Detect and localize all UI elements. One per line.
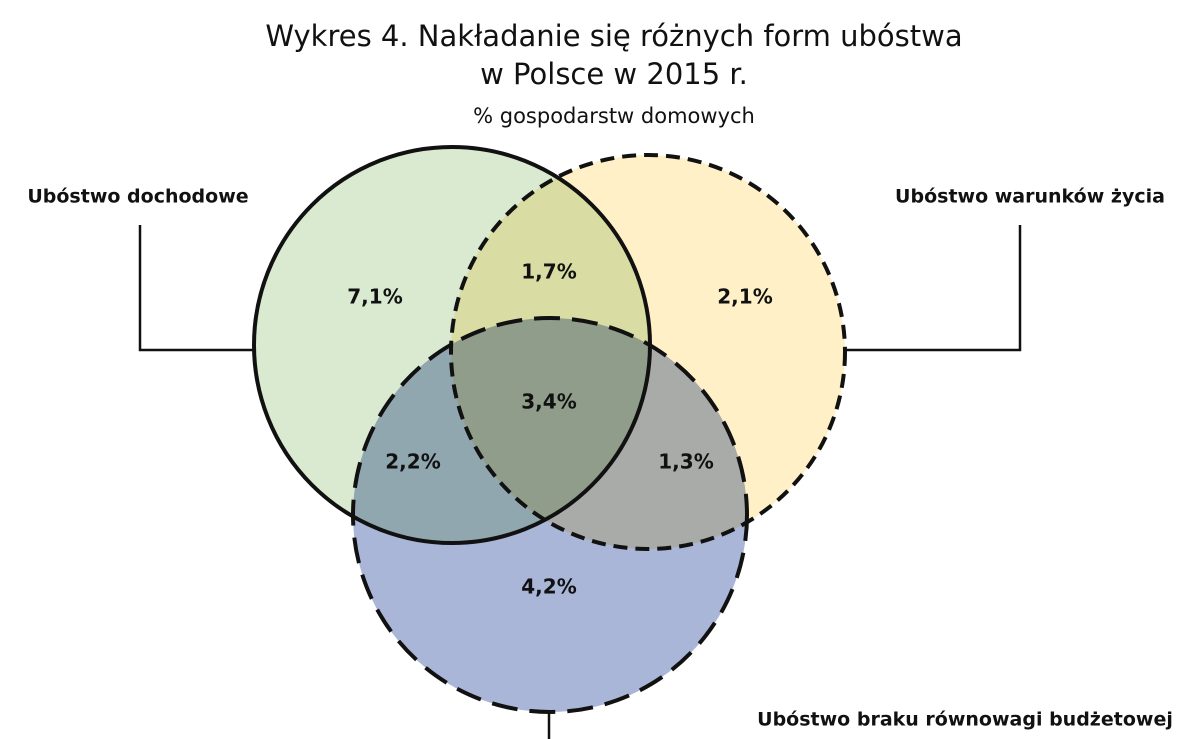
labels: Ubóstwo dochodowe Ubóstwo warunków życia U… bbox=[27, 186, 1172, 731]
chart-title: Wykres 4. Nakładanie się różnych form ub… bbox=[265, 19, 962, 53]
connector bbox=[846, 225, 1022, 352]
set-label: Ubóstwo warunków życia bbox=[895, 186, 1165, 208]
region-value: 2,1% bbox=[717, 285, 772, 309]
region-value: 1,3% bbox=[658, 450, 713, 474]
region-value: 4,2% bbox=[521, 575, 576, 599]
set-outline bbox=[351, 316, 749, 714]
circles bbox=[254, 147, 845, 712]
set-label: Ubóstwo dochodowe bbox=[27, 186, 248, 208]
chart-subtitle: % gospodarstw domowych bbox=[473, 104, 755, 128]
connectors bbox=[138, 225, 1022, 739]
region-value: 7,1% bbox=[347, 285, 402, 309]
region-value: 2,2% bbox=[385, 450, 440, 474]
region-value: 3,4% bbox=[521, 390, 576, 414]
connector bbox=[138, 225, 254, 352]
set-outline bbox=[449, 153, 847, 551]
chart-title: w Polsce w 2015 r. bbox=[480, 57, 748, 91]
set-label: Ubóstwo braku równowagi budżetowej bbox=[757, 709, 1173, 731]
region-value: 1,7% bbox=[521, 260, 576, 284]
outlines bbox=[252, 145, 847, 714]
